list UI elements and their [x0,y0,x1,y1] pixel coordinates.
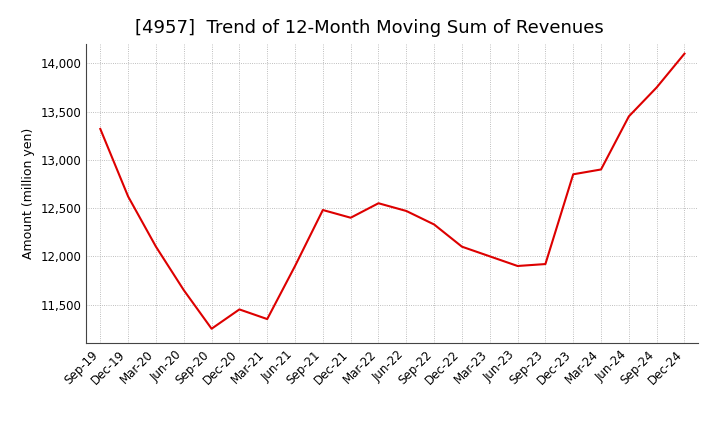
Y-axis label: Amount (million yen): Amount (million yen) [22,128,35,259]
Text: [4957]  Trend of 12-Month Moving Sum of Revenues: [4957] Trend of 12-Month Moving Sum of R… [135,19,604,37]
